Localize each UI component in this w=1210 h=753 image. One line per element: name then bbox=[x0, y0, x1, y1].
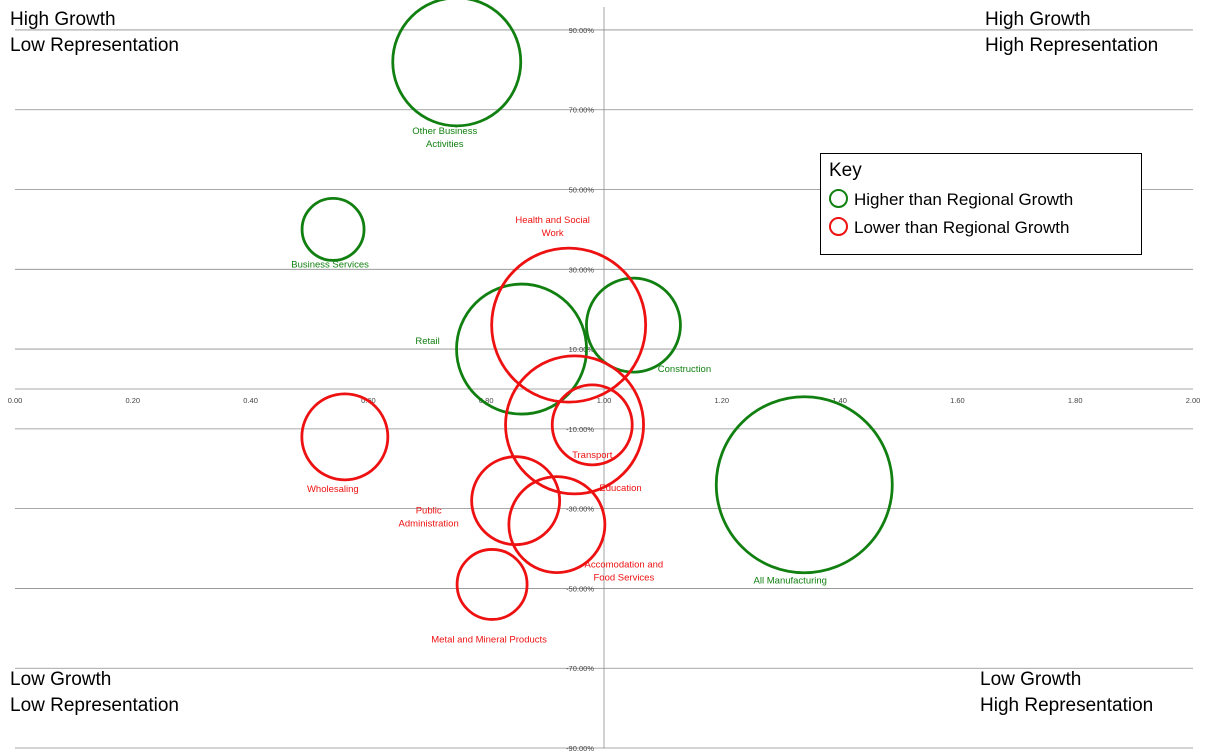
y-tick-label: 90.00% bbox=[569, 26, 595, 35]
y-tick-label: 10.00% bbox=[569, 345, 595, 354]
quadrant-line-1: High Growth bbox=[10, 9, 116, 30]
x-tick-label: 0.40 bbox=[243, 396, 258, 405]
y-tick-label: -10.00% bbox=[566, 425, 594, 434]
quadrant-line-2: Low Representation bbox=[10, 35, 179, 56]
chart-axes: 90.00% 70.00% 50.00% 30.00% 10.00% -10.00% -30… bbox=[8, 7, 1201, 753]
red-circle-icon bbox=[829, 217, 848, 236]
bubble-label: Transport bbox=[572, 450, 613, 461]
bubble-label: Business Services bbox=[291, 259, 369, 270]
x-tick-label: 2.00 bbox=[1186, 396, 1201, 405]
y-tick-label: -30.00% bbox=[566, 505, 594, 514]
chart-bubble-labels: Other Business Activities Business Service… bbox=[291, 126, 827, 646]
bubble-label: Metal and Mineral Products bbox=[431, 634, 547, 645]
bubble bbox=[300, 392, 390, 482]
bubble-label: Public Administration bbox=[399, 506, 459, 530]
bubble-label: Retail bbox=[415, 336, 439, 347]
bubble-label: Other Business Activities bbox=[412, 126, 477, 150]
chart-bubbles bbox=[300, 0, 894, 621]
x-tick-label: 1.40 bbox=[832, 396, 847, 405]
bubble bbox=[507, 475, 607, 575]
quadrant-line-2: Low Representation bbox=[10, 695, 179, 716]
x-tick-label: 1.00 bbox=[597, 396, 612, 405]
y-tick-label: -90.00% bbox=[566, 744, 594, 753]
bubble bbox=[550, 383, 634, 467]
bubble-label: Accomodation and Food Services bbox=[585, 560, 664, 584]
x-tick-label: 1.60 bbox=[950, 396, 965, 405]
bubble-label: All Manufacturing bbox=[754, 576, 827, 587]
bubble bbox=[470, 455, 562, 547]
quadrant-label-top-left: High Growth Low Representation bbox=[10, 7, 179, 59]
legend-item-label: Higher than Regional Growth bbox=[854, 190, 1074, 209]
y-tick-label: 30.00% bbox=[569, 265, 595, 274]
bubble bbox=[455, 548, 529, 621]
bubble-label: Construction bbox=[658, 364, 711, 375]
bubble bbox=[585, 276, 682, 374]
bubble bbox=[714, 395, 894, 575]
quadrant-line-2: High Representation bbox=[980, 695, 1154, 716]
quadrant-line-2: High Representation bbox=[985, 35, 1159, 56]
x-tick-label: 1.80 bbox=[1068, 396, 1083, 405]
bubble bbox=[455, 282, 588, 416]
quadrant-line-1: Low Growth bbox=[10, 669, 112, 690]
legend-item-label: Lower than Regional Growth bbox=[854, 218, 1070, 237]
y-tick-label: 70.00% bbox=[569, 106, 595, 115]
bubble-label: Health and Social Work bbox=[515, 215, 589, 239]
legend-title: Key bbox=[829, 160, 862, 181]
legend-item-higher: Higher than Regional Growth bbox=[829, 189, 1073, 210]
quadrant-line-1: Low Growth bbox=[980, 669, 1082, 690]
y-tick-label: 50.00% bbox=[569, 186, 595, 195]
quadrant-label-top-right: High Growth High Representation bbox=[985, 7, 1158, 59]
y-tick-label: -50.00% bbox=[566, 584, 594, 593]
bubble-label: Wholesaling bbox=[307, 484, 359, 495]
green-circle-icon bbox=[829, 189, 848, 208]
x-tick-label: 0.00 bbox=[8, 396, 23, 405]
bubble bbox=[300, 197, 366, 262]
quadrant-label-bottom-right: Low Growth High Representation bbox=[980, 667, 1153, 719]
x-tick-label: 0.20 bbox=[125, 396, 140, 405]
bubble-label: Education bbox=[599, 483, 641, 494]
quadrant-line-1: High Growth bbox=[985, 9, 1091, 30]
quadrant-label-bottom-left: Low Growth Low Representation bbox=[10, 667, 179, 719]
y-tick-label: -70.00% bbox=[566, 664, 594, 673]
bubble bbox=[391, 0, 523, 128]
chart-legend: Key Higher than Regional Growth Lower th… bbox=[820, 153, 1142, 255]
x-tick-label: 0.80 bbox=[479, 396, 494, 405]
legend-item-lower: Lower than Regional Growth bbox=[829, 217, 1069, 238]
bubble bbox=[504, 354, 645, 496]
bubble bbox=[490, 246, 648, 404]
x-tick-label: 1.20 bbox=[714, 396, 729, 405]
